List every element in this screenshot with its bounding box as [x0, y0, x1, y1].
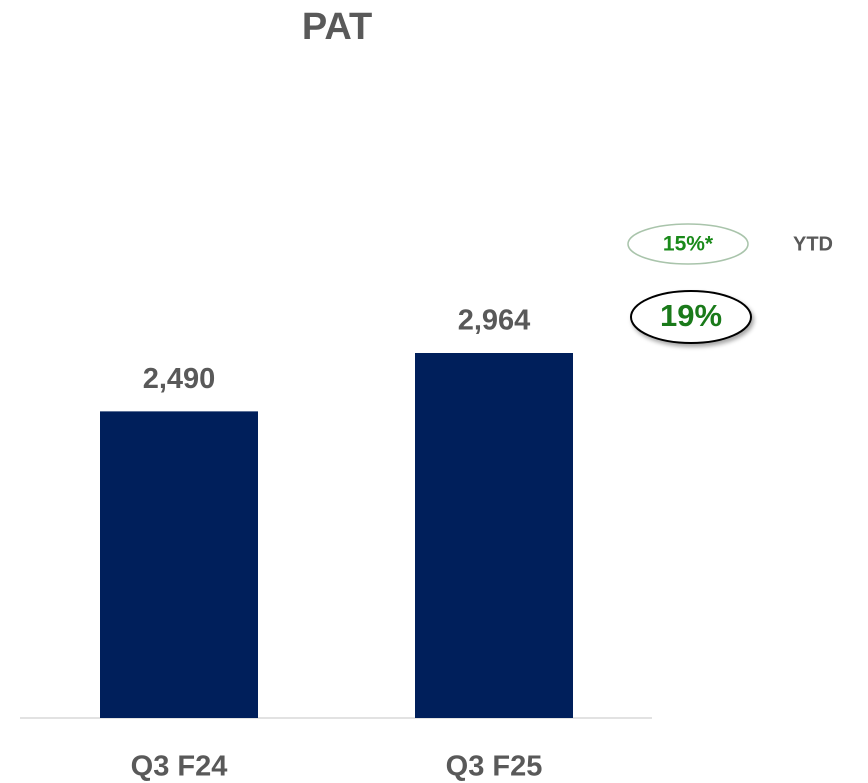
ytd-ellipse: [627, 223, 749, 265]
ytd-label: YTD: [793, 233, 833, 255]
x-tick-label: Q3 F25: [446, 751, 543, 783]
growth-ellipse: [630, 290, 752, 344]
bar: [415, 353, 573, 718]
x-tick-label: Q3 F24: [131, 751, 228, 783]
growth: 19%: [660, 298, 722, 333]
chart-title: PAT: [302, 6, 372, 48]
value-label: 2,964: [458, 305, 531, 337]
value-label: 2,490: [143, 363, 216, 395]
ytd-growth: 15%*: [663, 233, 714, 256]
bar: [100, 411, 258, 718]
